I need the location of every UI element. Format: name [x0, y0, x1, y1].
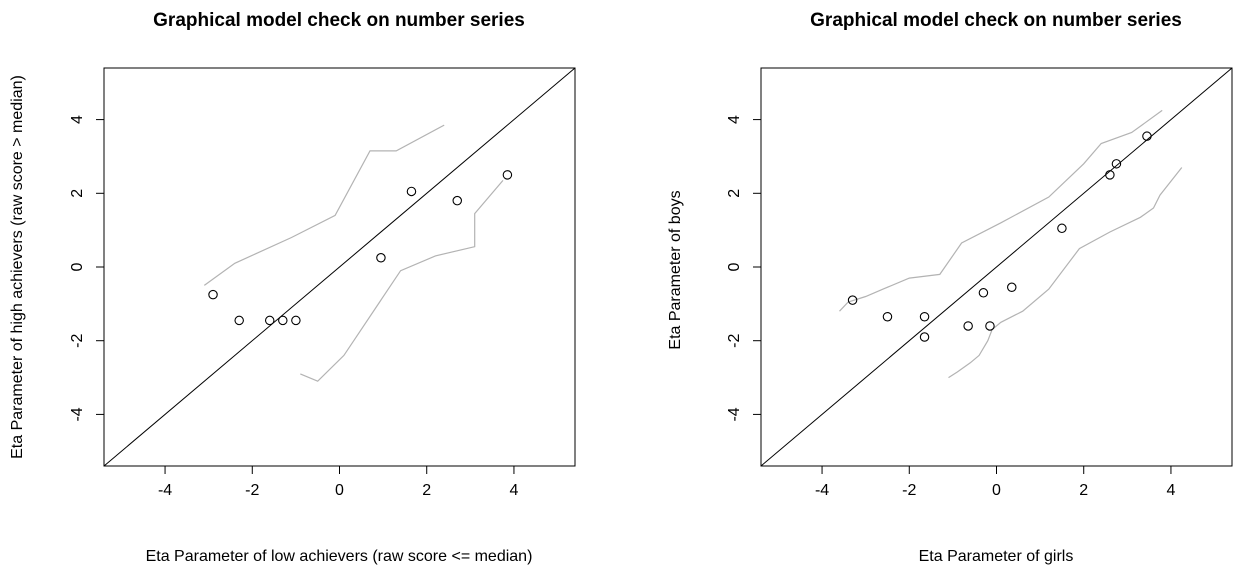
left-plot-y-tick-label: 2	[69, 189, 86, 198]
left-plot-y-tick-label: 4	[69, 115, 86, 124]
right-plot-y-tick-label: -4	[726, 407, 743, 421]
left-plot-data-point	[452, 195, 462, 206]
right-plot-y-axis-label: Eta Parameter of boys	[667, 190, 684, 349]
right-plot-y-tick-label: 0	[726, 262, 743, 271]
right-plot-data-point	[1142, 131, 1152, 141]
left-plot-data-point	[208, 289, 218, 300]
left-plot-data-point	[502, 170, 513, 180]
right-plot-identity-line	[761, 68, 1232, 466]
left-plot-x-tick-label: 0	[335, 482, 344, 499]
right-plot-confidence-lower-line	[948, 167, 1183, 379]
left-plot-data-point	[406, 186, 417, 197]
right-plot-data-point	[919, 311, 930, 322]
right-plot-title: Graphical model check on number series	[810, 10, 1182, 31]
left-plot-data-point	[264, 315, 275, 326]
right-plot-confidence-upper-line	[839, 109, 1163, 312]
right-plot-data-point	[1111, 159, 1122, 169]
right-plot-data-point	[847, 295, 858, 305]
right-plot-x-tick-label: -2	[902, 482, 916, 499]
right-plot-x-tick-label: -4	[815, 482, 829, 499]
right-plot-x-tick-label: 0	[992, 482, 1001, 499]
left-plot-data-point	[234, 315, 244, 326]
left-plot-y-axis-label: Eta Parameter of high achievers (raw sco…	[9, 75, 26, 459]
right-plot-data-point	[978, 288, 989, 298]
left-plot-x-tick-label: 2	[422, 482, 431, 499]
left-plot-y-tick-label: 0	[69, 262, 86, 271]
left-plot-data-point	[278, 315, 288, 326]
left-plot-data-point	[376, 253, 386, 263]
right-plot-x-tick-label: 2	[1079, 482, 1088, 499]
left-plot-x-tick-label: -4	[158, 482, 172, 499]
right-plot-y-tick-label: 2	[726, 189, 743, 198]
right-plot-data-point	[963, 321, 973, 331]
right-plot-data-point	[1057, 223, 1067, 234]
left-plot-panel: Graphical model check on number series E…	[9, 10, 576, 565]
right-plot-data-point	[985, 321, 995, 331]
right-plot-panel: Graphical model check on number series E…	[667, 10, 1233, 565]
right-plot-data-point	[1007, 282, 1017, 293]
right-plot-data-point	[919, 332, 930, 342]
left-plot-title: Graphical model check on number series	[153, 10, 525, 31]
right-plot-x-axis-label: Eta Parameter of girls	[919, 548, 1074, 565]
left-plot-y-tick-label: -2	[69, 333, 86, 347]
right-plot-y-tick-label: 4	[726, 115, 743, 124]
right-plot-data-point	[882, 311, 893, 322]
left-plot-x-axis-label: Eta Parameter of low achievers (raw scor…	[146, 548, 533, 565]
right-plot-x-tick-label: 4	[1166, 482, 1175, 499]
left-plot-x-tick-label: 4	[509, 482, 518, 499]
left-plot-x-tick-label: -2	[245, 482, 259, 499]
left-plot-identity-line	[104, 68, 575, 466]
right-plot-data-point	[1105, 170, 1115, 180]
left-plot-area: -4 -2 0 2 4 -4 -2 0 2 4	[69, 67, 576, 499]
left-plot-confidence-lower-line	[300, 180, 504, 382]
left-plot-confidence-upper-line	[203, 124, 445, 286]
left-plot-data-point	[291, 315, 301, 326]
left-plot-y-tick-label: -4	[69, 407, 86, 421]
right-plot-area: -4 -2 0 2 4 -4 -2 0 2 4	[726, 67, 1233, 499]
right-plot-y-tick-label: -2	[726, 333, 743, 347]
